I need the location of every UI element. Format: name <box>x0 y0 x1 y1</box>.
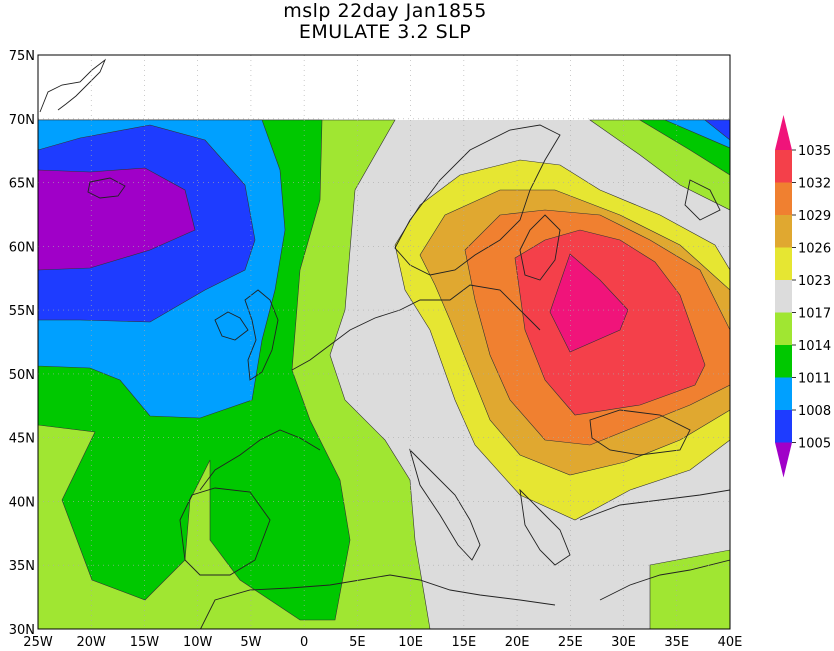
y-tick-label: 75N <box>9 49 35 64</box>
colorbar-top-triangle <box>775 115 792 150</box>
coastlines <box>39 58 730 629</box>
colorbar-label: 1005 <box>798 437 831 452</box>
contour-above-1035 <box>549 253 629 353</box>
colorbar-segment <box>775 182 792 215</box>
x-tick-label: 5W <box>240 635 261 650</box>
x-tick-label: 40E <box>718 635 743 650</box>
colorbar-segment <box>775 410 792 443</box>
colorbar-label: 1008 <box>798 404 831 419</box>
plot-frame <box>37 54 731 630</box>
x-tick-label: 10E <box>398 635 423 650</box>
colorbar-bottom-triangle <box>775 442 792 478</box>
y-tick-label: 40N <box>9 495 35 510</box>
y-tick-label: 55N <box>9 304 35 319</box>
x-tick-label: 20E <box>505 635 530 650</box>
y-tick-label: 35N <box>9 559 35 574</box>
y-tick-label: 70N <box>9 113 35 128</box>
colorbar-segment <box>775 377 792 410</box>
colorbar-segment <box>775 247 792 280</box>
colorbar-segment <box>775 345 792 378</box>
x-tick-label: 20W <box>77 635 107 650</box>
y-tick-label: 60N <box>9 240 35 255</box>
colorbar-label: 1032 <box>798 177 831 192</box>
map-gridlines <box>38 55 730 629</box>
colorbar-label: 1029 <box>798 209 831 224</box>
colorbar-segment <box>775 215 792 248</box>
y-tick-label: 50N <box>9 368 35 383</box>
colorbar-label: 1017 <box>798 307 831 322</box>
x-tick-label: 35E <box>664 635 689 650</box>
colorbar-label: 1014 <box>798 339 831 354</box>
x-tick-label: 25E <box>558 635 583 650</box>
x-tick-label: 15E <box>451 635 476 650</box>
y-tick-label: 30N <box>9 623 35 638</box>
colorbar-label: 1026 <box>798 242 831 257</box>
x-tick-label: 30E <box>611 635 636 650</box>
plot-title-line2: EMULATE 3.2 SLP <box>298 21 472 43</box>
x-tick-label: 10W <box>183 635 213 650</box>
x-tick-label: 15W <box>130 635 160 650</box>
x-tick-label: 25W <box>23 635 53 650</box>
contour-fields <box>38 58 730 629</box>
contour-1005-northeast <box>704 119 730 141</box>
colorbar-segment <box>775 312 792 345</box>
colorbar-label: 1035 <box>798 144 831 159</box>
y-axis-labels: 75N 70N 65N 60N 55N 50N 45N 40N 35N 30N <box>9 49 35 638</box>
colorbar: 1035 1032 1029 1026 1023 1017 1014 1011 1008 1005 <box>775 115 831 478</box>
colorbar-segment <box>775 150 792 183</box>
y-tick-label: 65N <box>9 177 35 192</box>
x-tick-label: 5E <box>349 635 366 650</box>
colorbar-segment <box>775 280 792 313</box>
x-axis-labels: 25W 20W 15W 10W 5W 0 5E 10E 15E 20E 25E 30E 35E 40E <box>23 635 742 650</box>
plot-title-line1: mslp 22day Jan1855 <box>283 0 487 22</box>
contour-below-1005 <box>38 167 196 271</box>
colorbar-label: 1023 <box>798 274 831 289</box>
x-tick-label: 0 <box>300 635 308 650</box>
contour-1014-southeast <box>649 549 730 629</box>
colorbar-label: 1011 <box>798 372 831 387</box>
y-tick-label: 45N <box>9 432 35 447</box>
